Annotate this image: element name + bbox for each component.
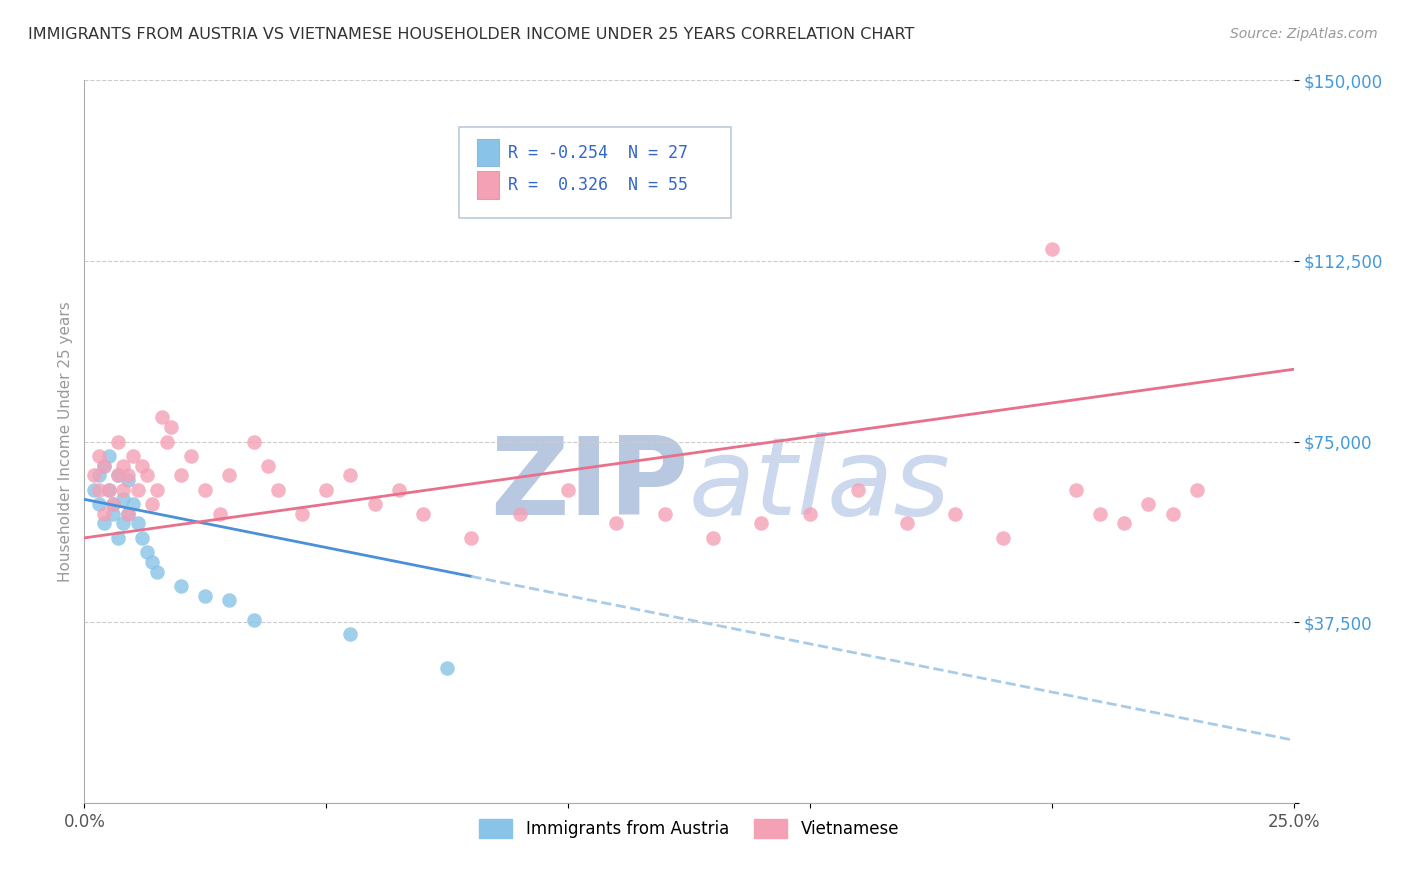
Text: R =  0.326  N = 55: R = 0.326 N = 55 [508,176,688,194]
Point [218,468,240,483]
Point [97,449,120,463]
Point [170,579,193,593]
Point [1137,497,1160,511]
Point [1161,507,1184,521]
Point [131,458,153,473]
Point [127,483,149,497]
Point [388,483,411,497]
Point [509,507,531,521]
Point [194,483,217,497]
Point [97,483,120,497]
Text: atlas: atlas [689,433,950,537]
Point [1040,242,1063,256]
Point [87,497,110,511]
Point [180,449,202,463]
Point [208,507,231,521]
FancyBboxPatch shape [478,139,499,166]
Point [87,468,110,483]
Point [257,458,280,473]
Point [654,507,676,521]
Point [141,555,163,569]
Point [112,458,135,473]
Point [103,497,125,511]
Point [121,449,143,463]
Point [460,531,482,545]
Point [799,507,821,521]
Point [117,468,139,483]
Point [1114,516,1136,531]
Point [896,516,918,531]
FancyBboxPatch shape [478,171,499,199]
Point [218,593,240,607]
Point [93,458,115,473]
Point [339,468,361,483]
Point [93,516,115,531]
Point [117,507,139,521]
Point [93,507,115,521]
Point [117,507,139,521]
Point [97,483,120,497]
FancyBboxPatch shape [460,128,731,218]
Point [107,434,129,449]
Point [112,483,135,497]
Text: IMMIGRANTS FROM AUSTRIA VS VIETNAMESE HOUSEHOLDER INCOME UNDER 25 YEARS CORRELAT: IMMIGRANTS FROM AUSTRIA VS VIETNAMESE HO… [28,27,914,42]
Point [117,473,139,487]
Point [141,497,163,511]
Point [702,531,724,545]
Point [136,468,159,483]
Text: ZIP: ZIP [491,432,689,538]
Point [83,468,105,483]
Point [87,483,110,497]
Text: Source: ZipAtlas.com: Source: ZipAtlas.com [1230,27,1378,41]
Point [107,531,129,545]
Point [136,545,159,559]
Point [242,613,264,627]
Point [267,483,290,497]
Point [751,516,773,531]
Point [943,507,966,521]
Point [112,492,135,507]
Point [131,531,153,545]
Point [146,483,169,497]
Point [103,507,125,521]
Point [194,589,217,603]
Point [993,531,1015,545]
Point [121,497,143,511]
Point [155,434,177,449]
Text: R = -0.254  N = 27: R = -0.254 N = 27 [508,144,688,161]
Point [93,458,115,473]
Point [170,468,193,483]
Point [363,497,385,511]
Point [1088,507,1111,521]
Point [1185,483,1208,497]
Point [605,516,627,531]
Point [315,483,337,497]
Point [339,627,361,641]
Point [107,468,129,483]
Point [1064,483,1087,497]
Point [146,565,169,579]
Legend: Immigrants from Austria, Vietnamese: Immigrants from Austria, Vietnamese [472,813,905,845]
Point [83,483,105,497]
Point [160,420,183,434]
Point [846,483,869,497]
Point [436,661,458,675]
Y-axis label: Householder Income Under 25 years: Householder Income Under 25 years [58,301,73,582]
Point [127,516,149,531]
Point [412,507,434,521]
Point [291,507,314,521]
Point [242,434,264,449]
Point [87,449,110,463]
Point [107,468,129,483]
Point [112,516,135,531]
Point [103,497,125,511]
Point [557,483,579,497]
Point [150,410,173,425]
